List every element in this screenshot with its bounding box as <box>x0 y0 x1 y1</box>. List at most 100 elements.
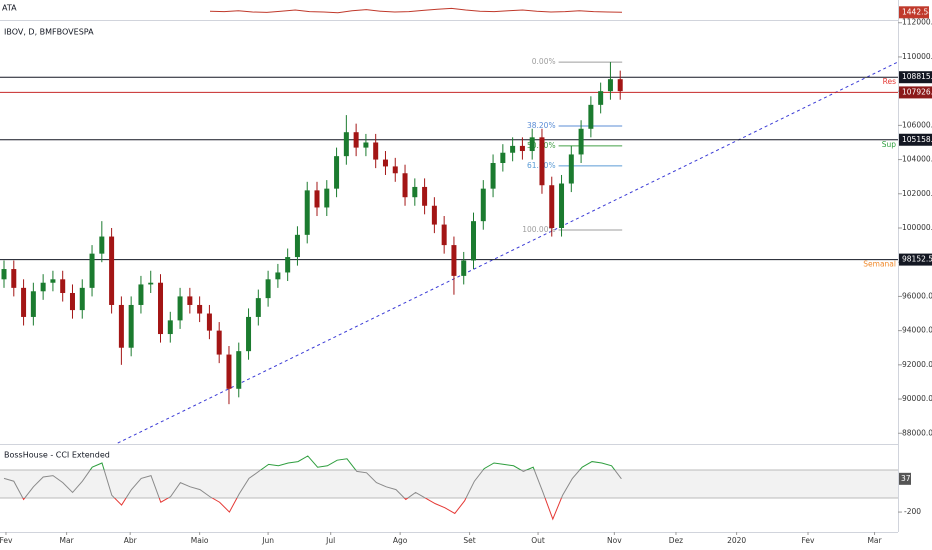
x-tick-label: Fev <box>802 536 816 545</box>
y-tick-label: 100000.00 <box>902 223 932 232</box>
candle-body <box>392 166 398 174</box>
candle-body <box>206 313 212 331</box>
candle-body <box>431 205 437 225</box>
y-tick-label: 104000.00 <box>902 155 932 164</box>
x-tick-label: Jun <box>261 536 274 545</box>
candle-body <box>30 291 36 317</box>
x-tick-label: Maio <box>191 536 209 545</box>
value-badge-label: 37 <box>901 474 911 483</box>
candle-body <box>128 304 134 348</box>
price-badge-label: 108815.24 <box>902 72 932 81</box>
candle-body <box>314 190 320 208</box>
y-tick-label: -200 <box>904 507 921 516</box>
cci-line <box>3 455 622 521</box>
candle-body <box>324 188 330 208</box>
candle-body <box>138 284 144 305</box>
candle-body <box>490 162 496 189</box>
candle-body <box>334 156 340 189</box>
price-badge-label: 105158.75 <box>902 135 932 144</box>
candle-body <box>461 260 467 276</box>
price-badge-label: 98152.56 <box>902 255 932 264</box>
candle-body <box>148 282 154 285</box>
candle-body <box>568 154 574 184</box>
candle-body <box>598 91 604 105</box>
price-badge-label: 107926.66 <box>902 87 932 96</box>
indicator-title: ATA <box>2 4 17 13</box>
fib-label: 0.00% <box>532 57 556 66</box>
candle-body <box>363 142 369 148</box>
price-badge <box>899 71 932 84</box>
y-tick-label: 90000.00 <box>902 394 932 403</box>
candle-body <box>510 145 516 153</box>
x-tick-label: Dez <box>669 536 683 545</box>
trend-line <box>117 61 899 444</box>
value-badge <box>899 472 911 485</box>
level-name: Res <box>883 77 896 86</box>
candle-body <box>197 304 203 314</box>
x-tick-label: 2020 <box>727 536 746 545</box>
y-tick-label: 88000.00 <box>902 428 932 437</box>
candle-body <box>441 224 447 246</box>
candle-body <box>285 257 291 273</box>
fib-label: 38.20% <box>527 121 556 130</box>
candle-body <box>21 287 27 317</box>
price-badge <box>899 86 932 99</box>
y-tick-label: 106000.00 <box>902 120 932 129</box>
candle-body <box>109 236 115 305</box>
candle-body <box>89 253 95 288</box>
candle-body <box>69 292 75 311</box>
value-badge-label: 1442.58 <box>902 7 932 16</box>
x-tick-label: Out <box>531 536 545 545</box>
indicator-line <box>209 7 623 14</box>
cci-title: BossHouse - CCI Extended <box>4 451 110 460</box>
candle-body <box>50 279 56 283</box>
x-tick-label: Jul <box>325 536 335 545</box>
candle-body <box>177 296 183 321</box>
candle-body <box>529 137 535 152</box>
price-badge <box>899 253 932 266</box>
candle-body <box>471 221 477 261</box>
candle-body <box>353 132 359 148</box>
x-tick-label: Mar <box>867 536 882 545</box>
candle-body <box>265 279 271 299</box>
candle-body <box>304 190 310 235</box>
candle-body <box>60 279 66 293</box>
candle-body <box>226 354 232 389</box>
candle-body <box>559 183 565 228</box>
candle-body <box>402 173 408 198</box>
candle-body <box>549 185 555 228</box>
x-tick-label: Nov <box>607 536 622 545</box>
level-name: Sup <box>882 140 897 149</box>
candle-body <box>607 79 613 92</box>
x-tick-label: Fev <box>0 536 13 545</box>
candle-body <box>617 79 623 92</box>
candle-body <box>412 186 418 198</box>
candle-body <box>294 234 300 258</box>
candle-body <box>343 132 349 157</box>
candle-body <box>79 287 85 311</box>
candle-body <box>246 316 252 352</box>
y-tick-label: 102000.00 <box>902 189 932 198</box>
candle-body <box>158 282 164 335</box>
candle-body <box>519 145 525 152</box>
candle-body <box>275 272 281 280</box>
candle-body <box>255 298 261 317</box>
candle-body <box>99 236 105 254</box>
x-tick-label: Set <box>463 536 475 545</box>
price-badge <box>899 133 932 146</box>
cci-band <box>0 469 898 499</box>
candle-body <box>373 142 379 160</box>
y-tick-label: 96000.00 <box>902 291 932 300</box>
candle-body <box>539 137 545 186</box>
x-tick-label: Ago <box>393 536 408 545</box>
candle-body <box>236 351 242 389</box>
candle-body <box>422 186 428 206</box>
y-tick-label: 92000.00 <box>902 360 932 369</box>
level-name: Semanal <box>863 260 896 269</box>
candle-body <box>578 128 584 155</box>
value-badge <box>899 6 929 19</box>
candle-body <box>382 159 388 167</box>
symbol-title: IBOV, D, BMFBOVESPA <box>4 28 94 37</box>
